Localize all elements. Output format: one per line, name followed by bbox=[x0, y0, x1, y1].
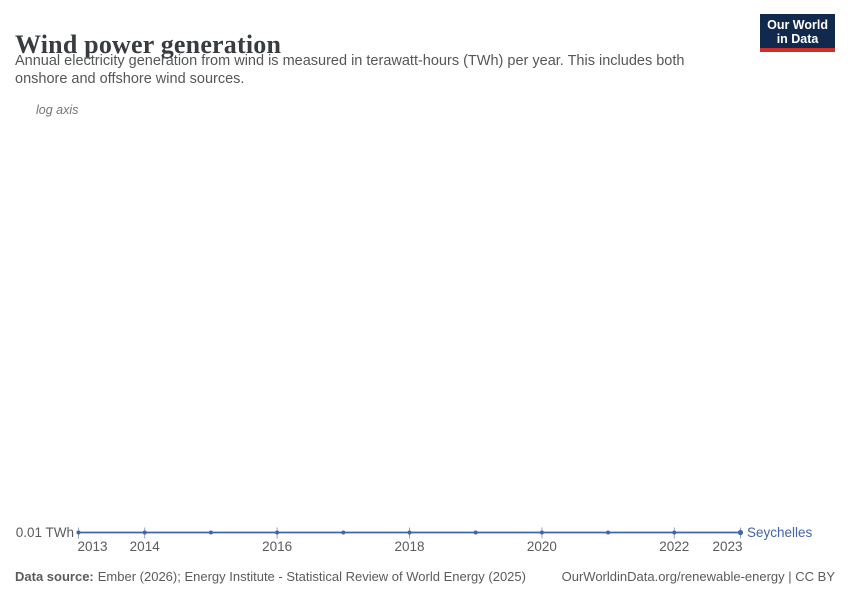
series-label-seychelles[interactable]: Seychelles bbox=[747, 525, 813, 540]
x-axis-label-2013: 2013 bbox=[78, 539, 108, 554]
data-source-label: Data source: bbox=[15, 569, 94, 584]
x-axis-label-2016: 2016 bbox=[262, 539, 292, 554]
data-point-2017[interactable] bbox=[341, 530, 346, 535]
data-point-2018[interactable] bbox=[407, 530, 412, 535]
x-axis-label-2020: 2020 bbox=[527, 539, 557, 554]
y-axis-label: 0.01 TWh bbox=[16, 525, 74, 540]
footer-url-license: OurWorldinData.org/renewable-energy | CC… bbox=[561, 569, 835, 584]
data-point-2022[interactable] bbox=[672, 530, 677, 535]
data-point-2019[interactable] bbox=[473, 530, 478, 535]
data-point-2013[interactable] bbox=[76, 530, 81, 535]
data-point-2020[interactable] bbox=[539, 530, 544, 535]
x-axis-label-2014: 2014 bbox=[130, 539, 161, 554]
data-point-2016[interactable] bbox=[275, 530, 280, 535]
data-point-2014[interactable] bbox=[142, 530, 147, 535]
data-point-2015[interactable] bbox=[208, 530, 213, 535]
owid-logo-line-1: Our World bbox=[767, 18, 828, 32]
subtitle-line-2: onshore and offshore wind sources. bbox=[15, 71, 245, 87]
x-axis-label-2018: 2018 bbox=[394, 539, 424, 554]
data-point-2023[interactable] bbox=[737, 529, 744, 536]
subtitle-line-1: Annual electricity generation from wind … bbox=[15, 53, 685, 69]
owid-logo-line-2: in Data bbox=[776, 32, 819, 46]
page-title: Wind power generation bbox=[15, 30, 282, 60]
x-axis-label-2022: 2022 bbox=[659, 539, 689, 554]
chart-subtitle: Annual electricity generation from wind … bbox=[15, 52, 745, 88]
chart-footer: Data source: Ember (2026); Energy Institu… bbox=[15, 569, 835, 585]
data-source-line: Data source: Ember (2026); Energy Institu… bbox=[15, 569, 526, 585]
data-source-text: Ember (2026); Energy Institute - Statist… bbox=[97, 569, 526, 584]
data-point-2021[interactable] bbox=[606, 530, 611, 535]
x-axis-label-2023: 2023 bbox=[712, 539, 742, 554]
log-axis-note: log axis bbox=[36, 103, 79, 117]
owid-logo[interactable]: Our World in Data bbox=[760, 14, 835, 52]
